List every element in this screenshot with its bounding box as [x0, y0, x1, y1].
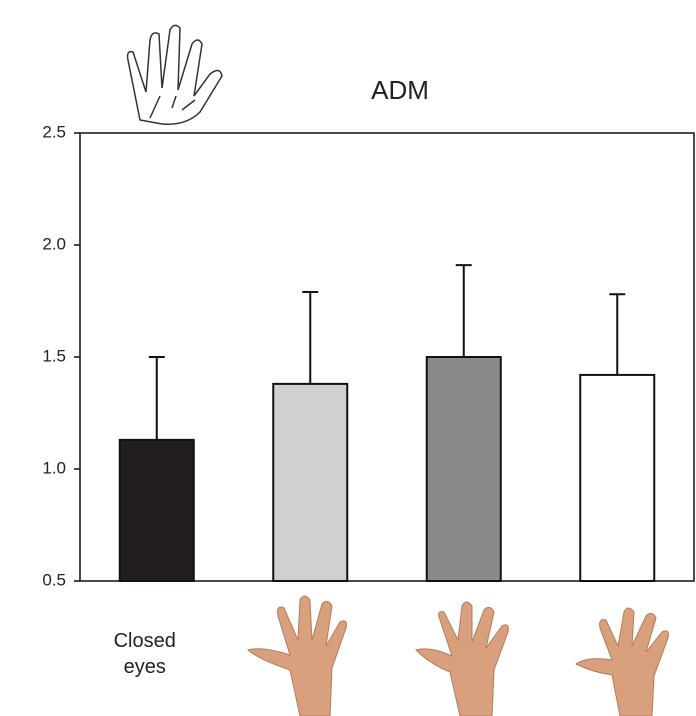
- bar: [273, 384, 347, 581]
- y-tick-label: 2.5: [42, 122, 66, 141]
- chart: ADM 0.5 1.0 1.5 2.0 2.5: [0, 0, 696, 716]
- page: ADM 0.5 1.0 1.5 2.0 2.5 Closed eyes: [0, 0, 696, 716]
- chart-title: ADM: [371, 75, 429, 105]
- bar: [120, 440, 194, 581]
- hand-photo: [248, 596, 668, 716]
- y-tick-label: 1.0: [42, 458, 66, 477]
- x-tick-label: Closed eyes: [100, 628, 190, 680]
- hand-sketch: [128, 25, 222, 124]
- y-tick-label: 0.5: [42, 570, 66, 589]
- bar: [580, 375, 654, 581]
- y-tick-label: 1.5: [42, 346, 66, 365]
- bar: [427, 357, 501, 581]
- y-tick-label: 2.0: [42, 234, 66, 253]
